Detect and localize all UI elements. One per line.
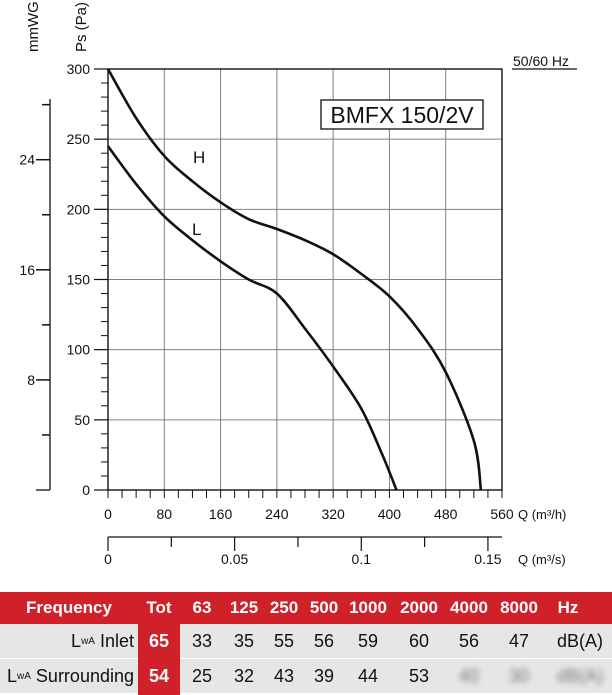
row-value: 60 [408,630,430,651]
x-tick-label: 240 [265,506,289,522]
row-value: 33 [191,630,213,651]
y-axis-title: Ps (Pa) [73,2,90,52]
curve-h [106,68,483,491]
row-value: 56 [313,630,335,651]
y2-tick-label: 16 [19,262,35,278]
header-band-250: 250 [269,598,299,617]
x-tick-label: 560 [490,506,514,522]
row-value: 25 [191,665,213,686]
x2-tick-label: 0.05 [221,551,248,567]
y2-tick-label: 8 [27,372,35,388]
header-band-8000: 8000 [500,598,538,617]
y-tick-label: 150 [67,272,91,288]
header-frequency: Frequency [26,598,112,617]
curve-label-l: L [192,220,201,239]
y-tick-label: 300 [67,61,91,77]
row-unit: dB(A) [556,630,603,651]
y-tick-label: 100 [67,342,91,358]
x-tick-label: 400 [378,506,402,522]
x-tick-label: 80 [156,506,172,522]
header-band-63: 63 [192,598,212,617]
row-value: 44 [357,665,379,686]
curve-label-h: H [193,148,205,167]
x-tick-label: 0 [104,506,112,522]
row-tot: 65 [148,630,170,651]
x2-tick-label: 0.15 [474,551,501,567]
sound-power-table: Frequency Tot 63 125 250 500 1000 2000 4000 800… [0,592,612,695]
x-tick-label: 160 [209,506,233,522]
tot-column [138,624,180,695]
x2-tick-label: 0 [104,551,112,567]
supply-label: 50/60 Hz [513,53,569,69]
y-tick-label: 250 [67,131,91,147]
row-value: 56 [458,630,480,651]
header-band-2000: 2000 [400,598,438,617]
row-value: 39 [313,665,335,686]
header-band-4000: 4000 [450,598,488,617]
fan-performance-chart: mmWG Ps (Pa) 50/60 Hz 0 80 160 240 320 400 480… [19,1,577,567]
row-value: 40 [458,665,480,686]
x2-tick-label: 0.1 [352,551,372,567]
y2-axis-title: mmWG [25,1,42,52]
row-tot: 54 [148,665,170,686]
row-unit: dB(A) [556,665,603,686]
row-value: 32 [233,665,255,686]
row-value: 47 [508,630,530,651]
header-band-125: 125 [229,598,259,617]
x2-axis-title: Q (m³/s) [518,552,566,567]
row-value: 30 [508,665,530,686]
table-row-surrounding [0,658,612,693]
y-tick-label: 50 [74,412,90,428]
model-title: BMFX 150/2V [330,102,474,128]
curve-l [106,145,398,491]
row-value: 43 [273,665,295,686]
row-value: 55 [273,630,295,651]
header-band-1000: 1000 [349,598,387,617]
x-tick-label: 480 [434,506,458,522]
row-value: 53 [408,665,430,686]
header-tot: Tot [146,598,172,617]
x-axis-title: Q (m³/h) [518,507,566,522]
header-band-500: 500 [309,598,339,617]
row-value: 59 [357,630,379,651]
table-row-inlet [0,624,612,658]
y-tick-label: 200 [67,201,91,217]
y2-tick-label: 24 [19,152,35,168]
x-tick-label: 320 [321,506,345,522]
row-value: 35 [233,630,255,651]
y-tick-label: 0 [82,482,90,498]
header-unit: Hz [557,598,579,617]
table-header: Frequency Tot 63 125 250 500 1000 2000 4000 800… [0,592,612,624]
